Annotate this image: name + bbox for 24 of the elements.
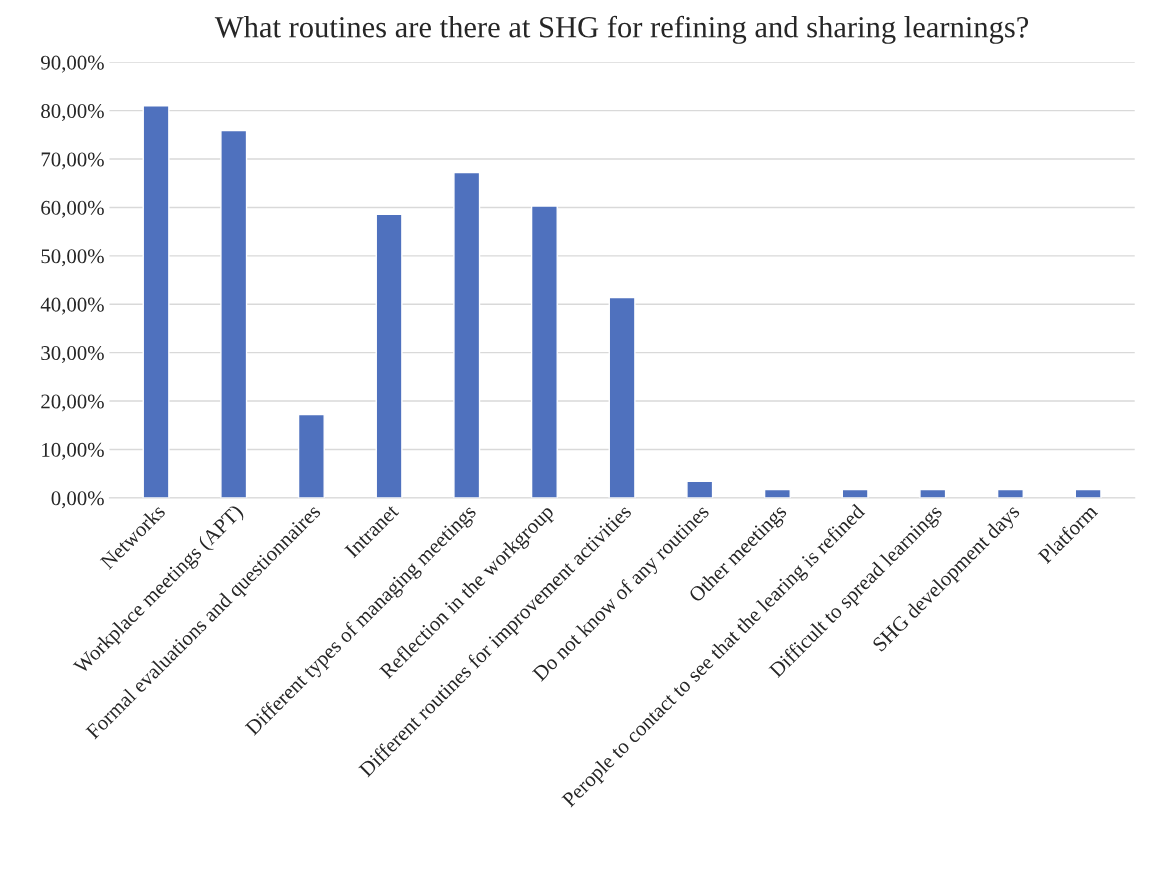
- bar: [297, 413, 325, 498]
- y-tick-label: 80,00%: [41, 104, 104, 122]
- bar: [220, 129, 248, 498]
- y-tick-label: 0,00%: [51, 491, 104, 509]
- bar: [375, 213, 403, 498]
- bar: [763, 488, 791, 498]
- y-tick-label: 70,00%: [41, 152, 104, 170]
- bar: [996, 488, 1024, 498]
- bar: [919, 488, 947, 498]
- bar: [841, 488, 869, 498]
- y-tick-label: 20,00%: [41, 394, 104, 412]
- bar: [608, 296, 636, 498]
- y-tick-label: 10,00%: [42, 442, 104, 460]
- chart-title: What routines are there at SHG for refining and sharing learnings?: [214, 15, 1029, 44]
- y-tick-label: 40,00%: [40, 297, 104, 315]
- bar: [1074, 488, 1102, 498]
- bar: [453, 171, 481, 498]
- y-tick-label: 60,00%: [41, 200, 104, 218]
- bar: [686, 480, 714, 498]
- y-tick-label: 90,00%: [41, 55, 104, 73]
- y-tick-label: 50,00%: [41, 249, 104, 267]
- bar: [530, 205, 558, 498]
- bar: [142, 105, 170, 498]
- y-tick-label: 30,00%: [41, 346, 104, 364]
